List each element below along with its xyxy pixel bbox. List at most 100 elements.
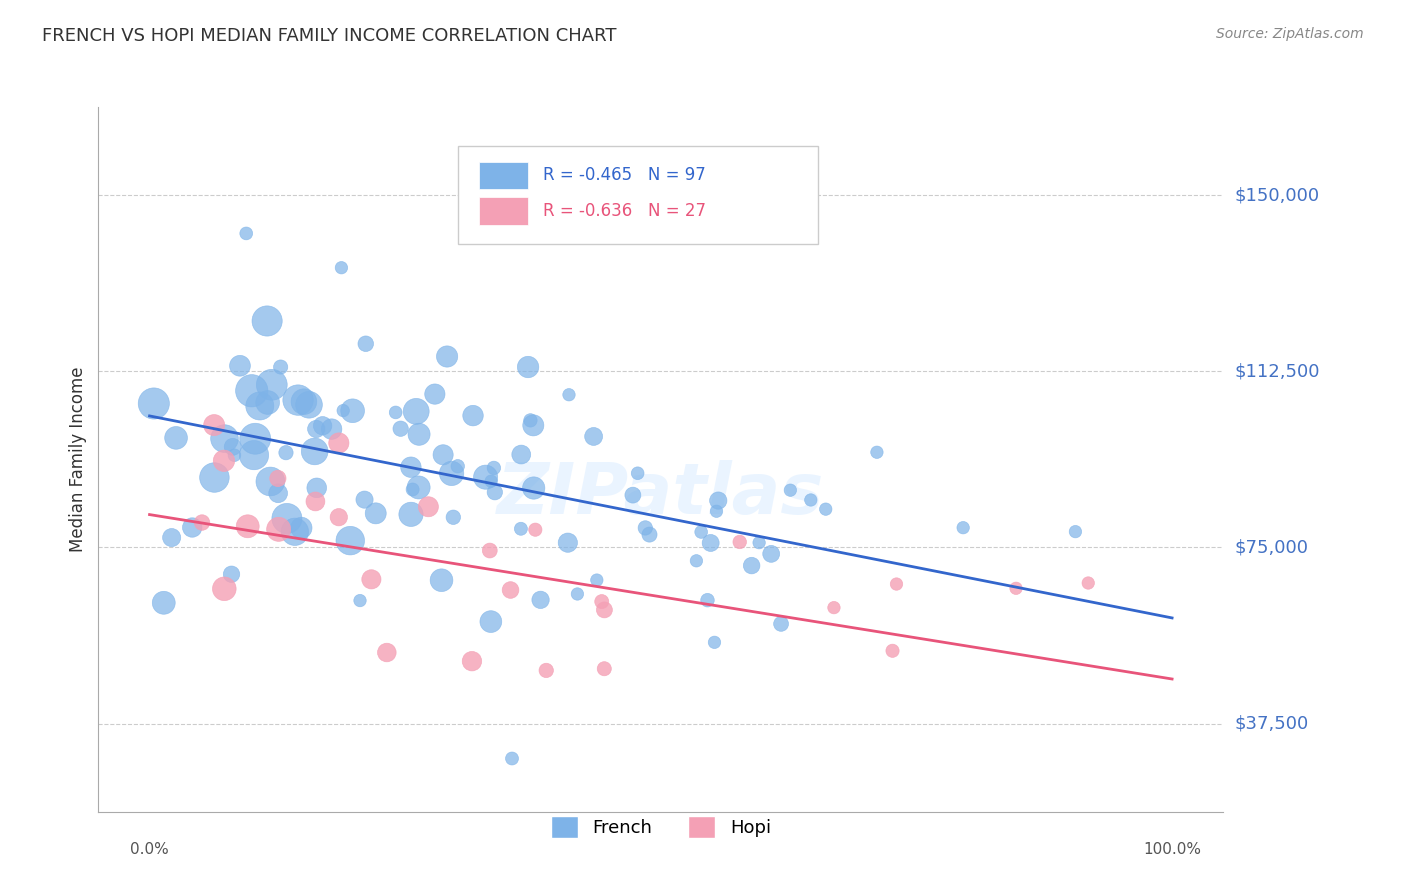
- Point: [304, 444, 326, 458]
- Point: [524, 523, 547, 537]
- Point: [430, 573, 453, 587]
- Point: [707, 493, 730, 508]
- Point: [1077, 576, 1099, 591]
- Point: [461, 409, 484, 423]
- Point: [236, 519, 259, 533]
- Point: [353, 492, 375, 507]
- Point: [328, 436, 350, 450]
- FancyBboxPatch shape: [478, 197, 529, 225]
- FancyBboxPatch shape: [478, 162, 529, 189]
- Point: [408, 480, 430, 494]
- Point: [582, 429, 605, 443]
- Point: [298, 398, 321, 412]
- Point: [558, 388, 581, 402]
- Point: [770, 616, 793, 631]
- Point: [706, 504, 728, 518]
- Point: [204, 470, 226, 484]
- Point: [423, 387, 446, 401]
- Point: [823, 600, 845, 615]
- Point: [214, 582, 236, 596]
- Point: [270, 359, 292, 374]
- Point: [292, 394, 315, 409]
- Point: [461, 654, 484, 668]
- Point: [181, 520, 204, 534]
- Point: [418, 500, 440, 514]
- Point: [260, 377, 283, 392]
- Point: [408, 427, 430, 442]
- Point: [152, 596, 174, 610]
- Text: 100.0%: 100.0%: [1143, 842, 1201, 857]
- Point: [375, 646, 398, 660]
- Text: R = -0.636   N = 27: R = -0.636 N = 27: [543, 202, 706, 219]
- Text: 0.0%: 0.0%: [131, 842, 169, 857]
- Point: [882, 644, 904, 658]
- Point: [479, 474, 502, 488]
- Point: [243, 448, 266, 462]
- Point: [267, 522, 290, 536]
- Point: [276, 511, 298, 525]
- Point: [447, 459, 470, 474]
- Point: [432, 448, 454, 462]
- Point: [441, 510, 464, 524]
- Point: [332, 403, 354, 417]
- Point: [304, 494, 326, 508]
- Point: [690, 524, 713, 539]
- Point: [321, 422, 343, 436]
- Point: [401, 483, 423, 497]
- Point: [364, 506, 387, 520]
- Point: [529, 592, 551, 607]
- Point: [240, 384, 263, 398]
- Point: [191, 516, 214, 530]
- Point: [1005, 582, 1028, 596]
- Point: [699, 536, 721, 550]
- Point: [305, 481, 328, 495]
- Point: [814, 502, 837, 516]
- Point: [952, 521, 974, 535]
- Point: [214, 432, 236, 446]
- Point: [634, 521, 657, 535]
- Point: [886, 577, 908, 591]
- Point: [523, 481, 546, 495]
- Point: [748, 535, 770, 549]
- Point: [354, 336, 377, 351]
- Point: [474, 470, 496, 484]
- Text: Source: ZipAtlas.com: Source: ZipAtlas.com: [1216, 27, 1364, 41]
- Point: [621, 488, 644, 502]
- Legend: French, Hopi: French, Hopi: [544, 808, 778, 845]
- Point: [202, 418, 225, 433]
- Point: [311, 418, 333, 433]
- Point: [256, 395, 278, 409]
- Point: [305, 422, 328, 436]
- Point: [585, 573, 607, 587]
- Point: [284, 524, 307, 539]
- Point: [249, 399, 271, 413]
- Point: [328, 510, 350, 524]
- Text: $75,000: $75,000: [1234, 539, 1309, 557]
- Point: [627, 467, 650, 481]
- Point: [638, 527, 661, 541]
- Point: [267, 471, 290, 485]
- FancyBboxPatch shape: [458, 145, 818, 244]
- Point: [339, 533, 361, 548]
- Point: [222, 440, 245, 454]
- Point: [703, 635, 725, 649]
- Point: [330, 260, 353, 275]
- Text: ZIPatlas: ZIPatlas: [498, 460, 824, 529]
- Point: [274, 445, 297, 459]
- Text: $37,500: $37,500: [1234, 714, 1309, 732]
- Point: [696, 593, 718, 607]
- Point: [405, 404, 427, 418]
- Text: $150,000: $150,000: [1234, 186, 1319, 204]
- Point: [591, 594, 613, 608]
- Point: [287, 393, 309, 408]
- Point: [142, 396, 165, 410]
- Point: [510, 448, 533, 462]
- Point: [229, 359, 252, 373]
- Point: [479, 615, 502, 629]
- Point: [509, 522, 531, 536]
- Point: [519, 413, 541, 427]
- Point: [501, 751, 523, 765]
- Point: [256, 314, 278, 328]
- Text: R = -0.465   N = 97: R = -0.465 N = 97: [543, 167, 706, 185]
- Point: [484, 485, 506, 500]
